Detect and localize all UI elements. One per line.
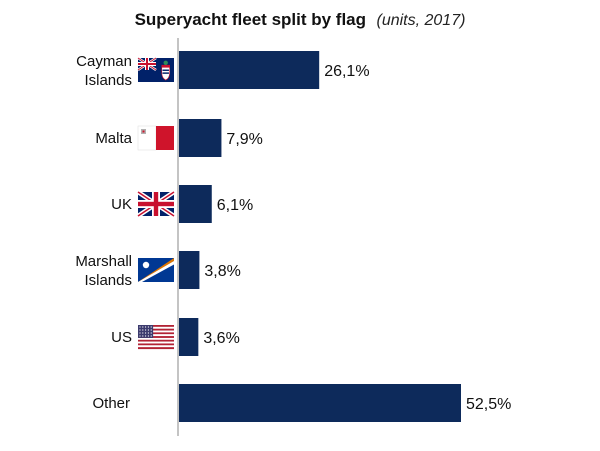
category-label: Malta: [95, 130, 132, 147]
bar-row: 6,1% UK: [111, 185, 253, 223]
value-label: 26,1%: [324, 63, 369, 80]
bar: [179, 119, 222, 157]
bar: [179, 384, 461, 422]
bar-row: 26,1% Cayman Islands: [76, 51, 370, 89]
bar-row: 52,5% Other: [92, 384, 511, 422]
category-label: UK: [111, 196, 132, 213]
bar: [179, 318, 199, 356]
cayman-islands-flag-icon: [137, 56, 174, 82]
marshall-islands-flag-icon: [138, 258, 174, 282]
value-label: 3,6%: [203, 330, 239, 347]
category-label: Cayman Islands: [76, 53, 132, 89]
bar-row: 7,9% Malta: [95, 119, 263, 157]
bars-group: 26,1% Cayman Islands 7,9% Malta 6,1% UK 3,8% Mar…: [75, 51, 511, 422]
value-label: 52,5%: [466, 396, 511, 413]
category-label: Other: [92, 395, 130, 412]
bar: [179, 51, 320, 89]
chart-title: Superyacht fleet split by flag (units, 2…: [135, 10, 466, 29]
value-label: 7,9%: [226, 131, 262, 148]
value-label: 3,8%: [204, 263, 240, 280]
bar-row: 3,6% US: [111, 318, 240, 356]
bar: [179, 251, 200, 289]
bar: [179, 185, 212, 223]
value-label: 6,1%: [217, 197, 253, 214]
malta-flag-icon: [137, 125, 174, 151]
us-flag-icon: [138, 325, 174, 350]
category-label: Marshall Islands: [75, 253, 132, 289]
category-label: US: [111, 329, 132, 346]
chart-title-main: Superyacht fleet split by flag: [135, 10, 366, 29]
bar-row: 3,8% Marshall Islands: [75, 251, 241, 289]
chart-title-sub: (units, 2017): [376, 12, 465, 29]
uk-flag-icon: [136, 190, 176, 218]
